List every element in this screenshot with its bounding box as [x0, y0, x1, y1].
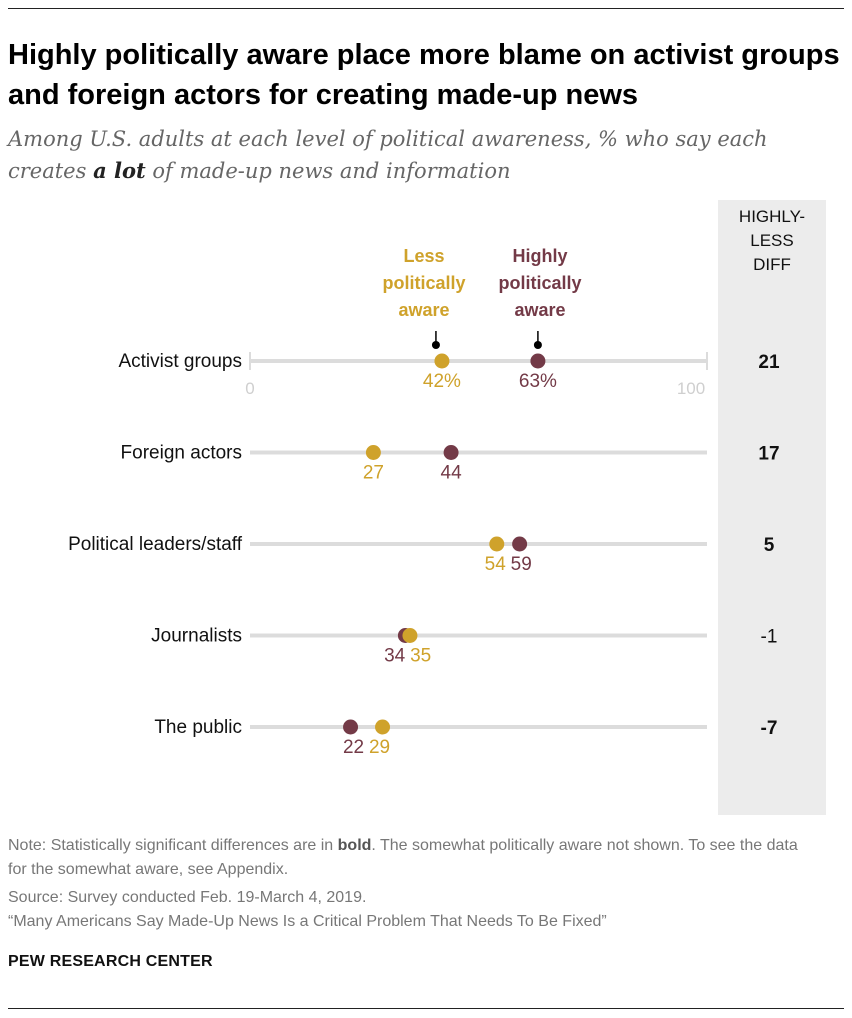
category-label: Foreign actors [121, 443, 242, 464]
diff-value: 21 [758, 352, 780, 373]
category-label: Activist groups [118, 351, 242, 372]
axis-tick-label: 0 [245, 379, 254, 398]
legend-pointer-dot-high [533, 341, 542, 349]
note-bold: bold [337, 837, 372, 854]
diff-value: -7 [761, 718, 778, 739]
report-title: “Many Americans Say Made-Up News Is a Cr… [8, 913, 607, 930]
category-label: The public [154, 717, 242, 738]
category-label: Journalists [151, 626, 242, 647]
dot-high-aware [443, 445, 459, 460]
axis-tick-label: 100 [677, 379, 705, 398]
chart-title: Highly politically aware place more blam… [8, 39, 840, 111]
note-text: Note: Statistically significant differen… [8, 834, 808, 882]
value-label-high: 63% [519, 371, 557, 392]
legend-pointer-dot-less [431, 341, 440, 349]
dot-high-aware [343, 719, 359, 735]
legend-highly-aware: Highly politically aware [498, 246, 582, 320]
source-text: Source: Survey conducted Feb. 19-March 4… [8, 889, 367, 906]
value-label-high: 22 [343, 737, 364, 758]
subtitle-emphasis: a lot [93, 158, 146, 183]
dot-less-aware [489, 536, 505, 552]
value-label-high: 34 [384, 646, 406, 667]
pew-logo-text: PEW RESEARCH CENTER [8, 953, 213, 970]
value-label-less: 27 [363, 463, 384, 484]
bottom-rule [8, 1008, 844, 1009]
diff-value: 5 [764, 535, 775, 556]
value-label-less: 42% [423, 371, 461, 392]
diff-column-header: HIGHLY- LESS DIFF [738, 207, 806, 274]
diff-column-panel [718, 200, 826, 815]
category-label: Political leaders/staff [68, 534, 243, 555]
diff-value: -1 [761, 627, 778, 648]
value-label-high: 44 [441, 463, 463, 484]
dot-less-aware [402, 628, 418, 643]
subtitle-suffix: of made-up news and information [145, 159, 511, 183]
value-label-less: 54 [485, 554, 507, 575]
value-label-less: 35 [410, 646, 431, 667]
dot-less-aware [365, 445, 381, 460]
diff-value: 17 [758, 444, 779, 465]
subtitle-prefix: Among U.S. adults at each level of polit… [8, 127, 768, 183]
note-prefix: Note: Statistically significant differen… [8, 837, 338, 854]
dot-high-aware [512, 536, 528, 552]
note-suffix: . The somewhat politically aware not sho… [8, 837, 798, 878]
legend-less-aware: Less politically aware [382, 246, 466, 320]
dot-less-aware [434, 353, 450, 369]
value-label-less: 29 [369, 737, 390, 758]
chart-subtitle: Among U.S. adults at each level of polit… [8, 123, 808, 187]
value-label-high: 59 [511, 554, 532, 575]
dot-less-aware [375, 719, 391, 735]
dot-high-aware [530, 353, 546, 369]
top-rule [8, 8, 844, 9]
